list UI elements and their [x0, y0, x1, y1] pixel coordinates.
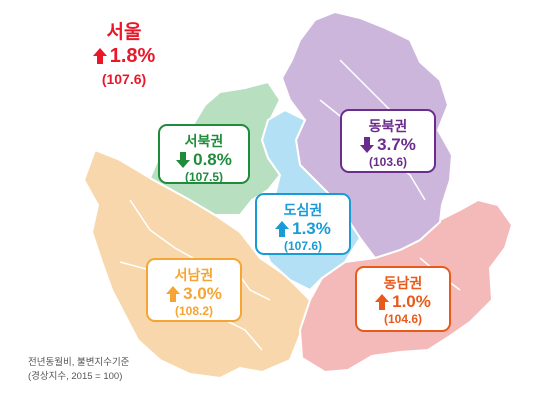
downtown-change-value: 1.3% — [292, 219, 331, 238]
southwest-change-value: 3.0% — [183, 284, 222, 303]
northeast-label-box: 동북권 3.7% (103.6) — [340, 109, 436, 173]
northeast-name: 동북권 — [368, 118, 408, 134]
northeast-change-value: 3.7% — [377, 135, 416, 154]
northwest-name: 서북권 — [184, 133, 224, 149]
southeast-change: 1.0% — [357, 292, 449, 312]
down-arrow-icon — [176, 152, 191, 168]
southeast-change-value: 1.0% — [392, 292, 431, 311]
southeast-label-box: 동남권 1.0% (104.6) — [355, 266, 451, 332]
southeast-name: 동남권 — [383, 275, 423, 291]
northwest-change: 0.8% — [160, 150, 248, 170]
seoul-total-label: 서울 1.8% (107.6) — [78, 22, 170, 88]
footnote-line2: (경상지수, 2015 = 100) — [28, 371, 123, 382]
northwest-index: (107.5) — [184, 170, 224, 184]
southwest-name: 서남권 — [174, 267, 214, 283]
downtown-change: 1.3% — [257, 219, 349, 239]
downtown-label-box: 도심권 1.3% (107.6) — [255, 193, 351, 255]
downtown-name: 도심권 — [283, 202, 323, 218]
seoul-index: (107.6) — [101, 71, 147, 87]
up-arrow-icon — [275, 221, 290, 237]
southwest-label-box: 서남권 3.0% (108.2) — [146, 258, 242, 322]
seoul-change-value: 1.8% — [109, 45, 156, 67]
northeast-change: 3.7% — [342, 135, 434, 155]
southwest-change: 3.0% — [148, 284, 240, 304]
seoul-change: 1.8% — [78, 44, 170, 68]
up-arrow-icon — [375, 294, 390, 310]
footnote: 전년동월비, 불변지수기준 (경상지수, 2015 = 100) — [28, 356, 129, 384]
downtown-index: (107.6) — [283, 239, 323, 253]
up-arrow-icon — [92, 48, 107, 64]
seoul-name: 서울 — [106, 22, 142, 43]
northeast-index: (103.6) — [368, 155, 408, 169]
up-arrow-icon — [166, 286, 181, 302]
down-arrow-icon — [360, 137, 375, 153]
northwest-change-value: 0.8% — [193, 150, 232, 169]
southwest-index: (108.2) — [174, 304, 214, 318]
footnote-line1: 전년동월비, 불변지수기준 — [28, 357, 130, 368]
northwest-label-box: 서북권 0.8% (107.5) — [158, 124, 250, 184]
southeast-index: (104.6) — [383, 312, 423, 326]
